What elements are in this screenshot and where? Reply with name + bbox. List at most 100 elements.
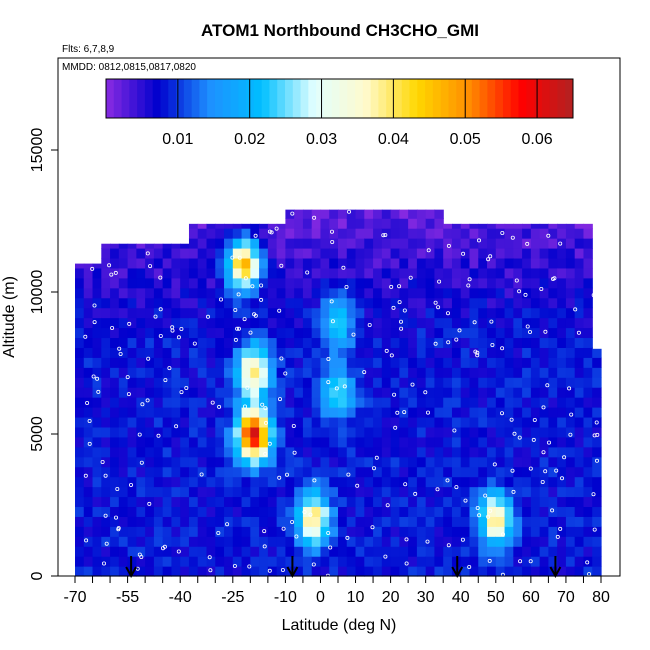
heatmap-cell (513, 357, 523, 368)
heatmap-cell (188, 466, 199, 478)
heatmap-cell (478, 377, 488, 388)
heatmap-cell (197, 526, 208, 537)
heatmap-cell (250, 267, 260, 279)
heatmap-cell (460, 446, 471, 458)
heatmap-cell (381, 426, 392, 438)
heatmap-cell (487, 357, 497, 368)
heatmap-cell (285, 337, 295, 348)
observation-marker (128, 482, 133, 487)
heatmap-cell (276, 466, 286, 478)
heatmap-cell (294, 446, 304, 458)
observation-marker (490, 342, 495, 347)
heatmap-cell (539, 496, 549, 508)
heatmap-cell (557, 436, 567, 448)
heatmap-cell (495, 387, 506, 398)
heatmap-cell (197, 546, 208, 557)
heatmap-cell (416, 456, 427, 468)
heatmap-cell (478, 446, 488, 458)
heatmap-cell (574, 277, 585, 289)
heatmap-cell (434, 486, 444, 498)
colorbar-segment (425, 79, 434, 118)
heatmap-cell (136, 397, 146, 408)
observation-marker (114, 515, 119, 520)
colorbar-segment (199, 79, 208, 118)
heatmap-cell (215, 277, 225, 289)
heatmap-cell (495, 456, 506, 468)
heatmap-cell (329, 436, 339, 448)
heatmap-cell (381, 416, 392, 428)
heatmap-cell (338, 238, 348, 249)
observation-marker (113, 270, 118, 275)
heatmap-cell (329, 357, 339, 368)
colorbar-segment (176, 79, 185, 118)
heatmap-cell (416, 436, 427, 448)
heatmap-cell (215, 267, 225, 279)
heatmap-cell (557, 347, 567, 358)
heatmap-cell (513, 456, 523, 468)
heatmap-cell (355, 307, 365, 319)
heatmap-cell (241, 536, 251, 547)
heatmap-cell (224, 228, 234, 239)
heatmap-cell (232, 506, 243, 517)
heatmap-cell (583, 446, 593, 458)
heatmap-cell (276, 456, 286, 468)
heatmap-cell (232, 277, 243, 289)
heatmap-cell (294, 218, 304, 229)
heatmap-cell (197, 327, 208, 339)
heatmap-cell (197, 307, 208, 319)
colorbar: 0.01 0.02 0.03 0.04 0.05 0.06 (105, 78, 574, 148)
heatmap-cell (381, 357, 392, 368)
heatmap-cell (565, 297, 576, 309)
heatmap-cell (215, 247, 225, 259)
heatmap-cell (338, 426, 348, 438)
heatmap-cell (443, 297, 453, 309)
heatmap-cell (346, 456, 357, 468)
heatmap-cell (434, 209, 444, 219)
heatmap-cell (495, 357, 506, 368)
heatmap-cell (215, 436, 225, 448)
heatmap-cell (487, 247, 497, 259)
heatmap-cell (241, 277, 251, 289)
heatmap-cell (162, 426, 173, 438)
heatmap-cell (539, 536, 549, 547)
heatmap-cell (250, 387, 260, 398)
heatmap-cell (162, 446, 173, 458)
heatmap-cell (101, 496, 111, 508)
heatmap-cell (92, 267, 102, 279)
heatmap-cell (267, 277, 278, 289)
heatmap-cell (381, 476, 392, 488)
heatmap-cell (101, 357, 111, 368)
heatmap-cell (197, 257, 208, 269)
heatmap-cell (355, 257, 365, 269)
heatmap-cell (285, 387, 295, 398)
heatmap-cell (232, 546, 243, 557)
heatmap-cell (136, 506, 146, 517)
heatmap-cell (224, 426, 234, 438)
heatmap-cell (83, 263, 94, 269)
heatmap-cell (495, 496, 506, 508)
heatmap-cell (320, 317, 330, 329)
heatmap-cell (469, 486, 479, 498)
observation-marker (567, 386, 572, 391)
heatmap-cell (145, 257, 155, 269)
heatmap-cell (530, 337, 541, 348)
observation-marker (174, 424, 179, 429)
heatmap-cell (259, 506, 269, 517)
heatmap-cell (311, 566, 322, 577)
heatmap-cell (592, 516, 602, 527)
heatmap-cell (583, 466, 593, 478)
heatmap-cell (557, 357, 567, 368)
heatmap-cell (206, 416, 216, 428)
heatmap-cell (539, 456, 549, 468)
heatmap-cell (487, 546, 497, 557)
heatmap-cell (285, 526, 295, 537)
heatmap-cell (171, 416, 181, 428)
heatmap-cell (364, 556, 374, 567)
heatmap-cell (338, 536, 348, 547)
heatmap-cell (557, 337, 567, 348)
heatmap-cell (478, 357, 488, 368)
heatmap-cell (557, 327, 567, 339)
heatmap-cell (408, 466, 418, 478)
heatmap-cell (338, 347, 348, 358)
heatmap-cell (311, 267, 322, 279)
